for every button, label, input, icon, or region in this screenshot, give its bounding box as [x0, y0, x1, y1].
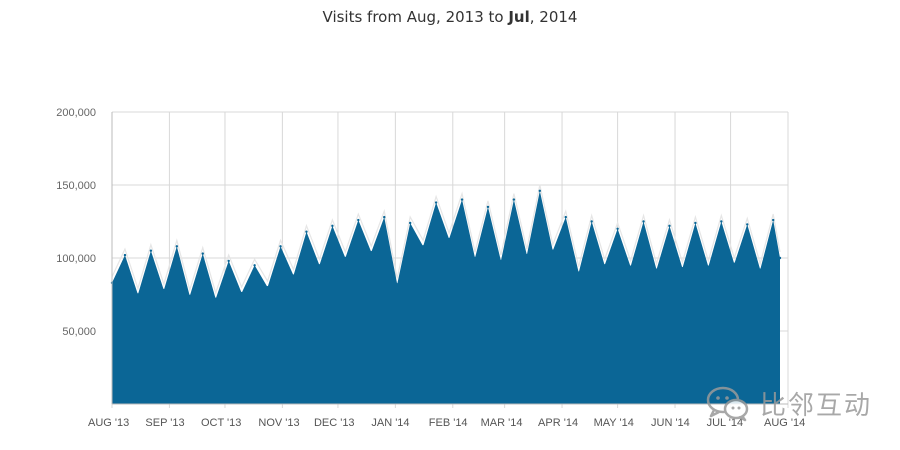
watermark-text: 比邻互动 [759, 391, 872, 421]
y-tick-labels: 50,000 100,000 150,000 200,000 [56, 107, 96, 338]
data-point-44 [681, 267, 684, 270]
data-point-28 [473, 256, 477, 260]
data-point-29 [486, 205, 490, 209]
data-point-50 [759, 268, 762, 271]
data-point-39 [616, 227, 619, 230]
data-point-25 [434, 201, 438, 204]
x-tick-label-4: DEC '13 [314, 417, 355, 429]
x-tick-label-1: SEP '13 [145, 417, 184, 429]
data-point-9 [227, 259, 230, 263]
data-point-10 [240, 291, 243, 295]
data-point-38 [603, 264, 606, 267]
data-point-34 [551, 249, 554, 252]
data-point-41 [642, 220, 645, 223]
chart-title-suffix: , 2014 [529, 8, 578, 26]
data-point-24 [421, 245, 425, 248]
data-point-21 [383, 215, 386, 219]
data-point-27 [460, 198, 464, 201]
data-point-16 [318, 264, 321, 267]
data-point-43 [668, 224, 671, 228]
comparison-line [111, 184, 781, 295]
data-point-8 [214, 297, 217, 301]
x-tick-label-12: AUG '14 [764, 417, 805, 429]
data-point-40 [629, 265, 632, 268]
data-point-20 [370, 250, 373, 254]
data-point-15 [305, 230, 308, 233]
data-point-35 [564, 215, 567, 219]
data-point-19 [357, 218, 360, 222]
data-point-49 [746, 223, 749, 226]
x-tick-label-5: JAN '14 [371, 417, 409, 429]
y-tick-label-1: 100,000 [56, 253, 96, 265]
data-point-3 [149, 249, 153, 252]
axis-layer [111, 112, 788, 405]
data-point-45 [694, 221, 697, 225]
x-tick-label-10: JUN '14 [651, 417, 690, 429]
x-tick-label-0: AUG '13 [88, 417, 129, 429]
wechat-icon [706, 386, 749, 421]
x-tick-label-8: APR '14 [538, 417, 578, 429]
data-point-31 [512, 198, 516, 201]
data-point-23 [408, 221, 412, 225]
x-tick-label-2: OCT '13 [201, 417, 241, 429]
data-point-51 [771, 218, 775, 222]
x-tick-label-11: JUL '14 [707, 417, 744, 429]
data-point-4 [162, 288, 166, 292]
data-point-17 [331, 224, 334, 228]
data-point-1 [123, 253, 127, 257]
area-layer [110, 184, 782, 404]
data-point-48 [733, 262, 736, 266]
data-point-30 [499, 259, 503, 263]
chart-title-bold: Jul [508, 8, 530, 26]
y-tick-label-3: 200,000 [56, 107, 96, 119]
visits-area [112, 190, 780, 404]
data-point-13 [279, 245, 282, 248]
data-point-32 [525, 253, 529, 257]
x-tick-label-6: FEB '14 [429, 417, 468, 429]
data-point-36 [577, 271, 580, 274]
data-point-22 [396, 283, 399, 286]
data-point-7 [201, 252, 204, 255]
data-point-46 [707, 265, 710, 268]
chart-title-prefix: Visits from Aug, 2013 to [322, 8, 509, 26]
data-point-26 [447, 237, 451, 241]
data-point-11 [253, 264, 256, 267]
x-tick-label-3: NOV '13 [258, 417, 299, 429]
data-point-47 [720, 220, 723, 223]
data-point-18 [344, 256, 347, 260]
data-point-12 [266, 286, 269, 289]
watermark: 比邻互动 [706, 385, 872, 422]
data-point-33 [538, 189, 542, 193]
data-point-14 [292, 274, 295, 277]
chart-title: Visits from Aug, 2013 to Jul, 2014 [0, 8, 900, 26]
y-tick-label-2: 150,000 [56, 180, 96, 192]
data-point-5 [175, 245, 179, 248]
data-point-42 [655, 268, 658, 271]
data-point-6 [188, 294, 191, 298]
x-tick-label-9: MAY '14 [594, 417, 634, 429]
x-tick-label-7: MAR '14 [481, 417, 523, 429]
data-point-52 [778, 256, 782, 260]
y-tick-label-0: 50,000 [62, 326, 96, 338]
x-tick-labels: AUG '13 SEP '13 OCT '13 NOV '13 DEC '13 JAN '… [88, 417, 805, 429]
data-point-2 [136, 293, 140, 296]
data-point-37 [590, 220, 593, 223]
